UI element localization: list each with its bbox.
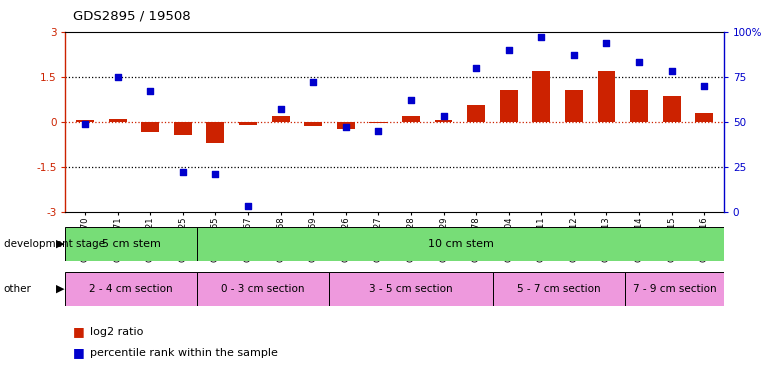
Bar xyxy=(625,272,724,306)
Bar xyxy=(467,105,485,122)
Point xyxy=(698,83,711,89)
Point xyxy=(567,52,580,58)
Point xyxy=(209,171,222,177)
Point xyxy=(307,79,320,85)
Bar xyxy=(76,120,94,122)
Point xyxy=(242,204,254,210)
Bar xyxy=(329,272,494,306)
Bar xyxy=(239,122,257,125)
Bar xyxy=(494,272,625,306)
Point xyxy=(601,40,613,46)
Bar xyxy=(370,122,387,123)
Bar xyxy=(197,227,724,261)
Text: ■: ■ xyxy=(73,346,85,359)
Text: 7 - 9 cm section: 7 - 9 cm section xyxy=(633,284,716,294)
Point xyxy=(665,69,678,75)
Text: ▶: ▶ xyxy=(56,284,65,294)
Point xyxy=(470,65,482,71)
Point xyxy=(176,169,189,175)
Point xyxy=(535,34,547,40)
Bar xyxy=(272,116,290,122)
Bar xyxy=(598,71,615,122)
Bar xyxy=(434,120,453,122)
Bar xyxy=(174,122,192,135)
Text: 3 - 5 cm section: 3 - 5 cm section xyxy=(370,284,453,294)
Text: 5 - 7 cm section: 5 - 7 cm section xyxy=(517,284,601,294)
Text: 10 cm stem: 10 cm stem xyxy=(427,239,494,249)
Bar xyxy=(630,90,648,122)
Bar xyxy=(500,90,517,122)
Bar xyxy=(663,96,681,122)
Text: GDS2895 / 19508: GDS2895 / 19508 xyxy=(73,9,191,22)
Point xyxy=(79,121,91,127)
Bar xyxy=(304,122,322,126)
Point xyxy=(405,97,417,103)
Bar xyxy=(65,227,197,261)
Bar xyxy=(141,122,159,132)
Bar xyxy=(565,90,583,122)
Point xyxy=(112,74,124,80)
Point xyxy=(274,106,286,112)
Text: development stage: development stage xyxy=(4,239,105,249)
Text: 5 cm stem: 5 cm stem xyxy=(102,239,161,249)
Point xyxy=(633,60,645,66)
Bar xyxy=(65,272,197,306)
Text: log2 ratio: log2 ratio xyxy=(90,327,143,337)
Point xyxy=(437,114,450,120)
Bar xyxy=(336,122,355,129)
Text: 2 - 4 cm section: 2 - 4 cm section xyxy=(89,284,173,294)
Bar xyxy=(532,71,551,122)
Bar xyxy=(206,122,224,143)
Bar xyxy=(109,119,126,122)
Text: 0 - 3 cm section: 0 - 3 cm section xyxy=(221,284,305,294)
Bar xyxy=(402,116,420,122)
Text: ▶: ▶ xyxy=(56,239,65,249)
Bar xyxy=(695,113,713,122)
Point xyxy=(340,124,352,130)
Text: ■: ■ xyxy=(73,326,85,338)
Point xyxy=(503,47,515,53)
Point xyxy=(144,88,156,94)
Bar xyxy=(197,272,329,306)
Text: other: other xyxy=(4,284,32,294)
Text: percentile rank within the sample: percentile rank within the sample xyxy=(90,348,278,357)
Point xyxy=(372,128,384,134)
